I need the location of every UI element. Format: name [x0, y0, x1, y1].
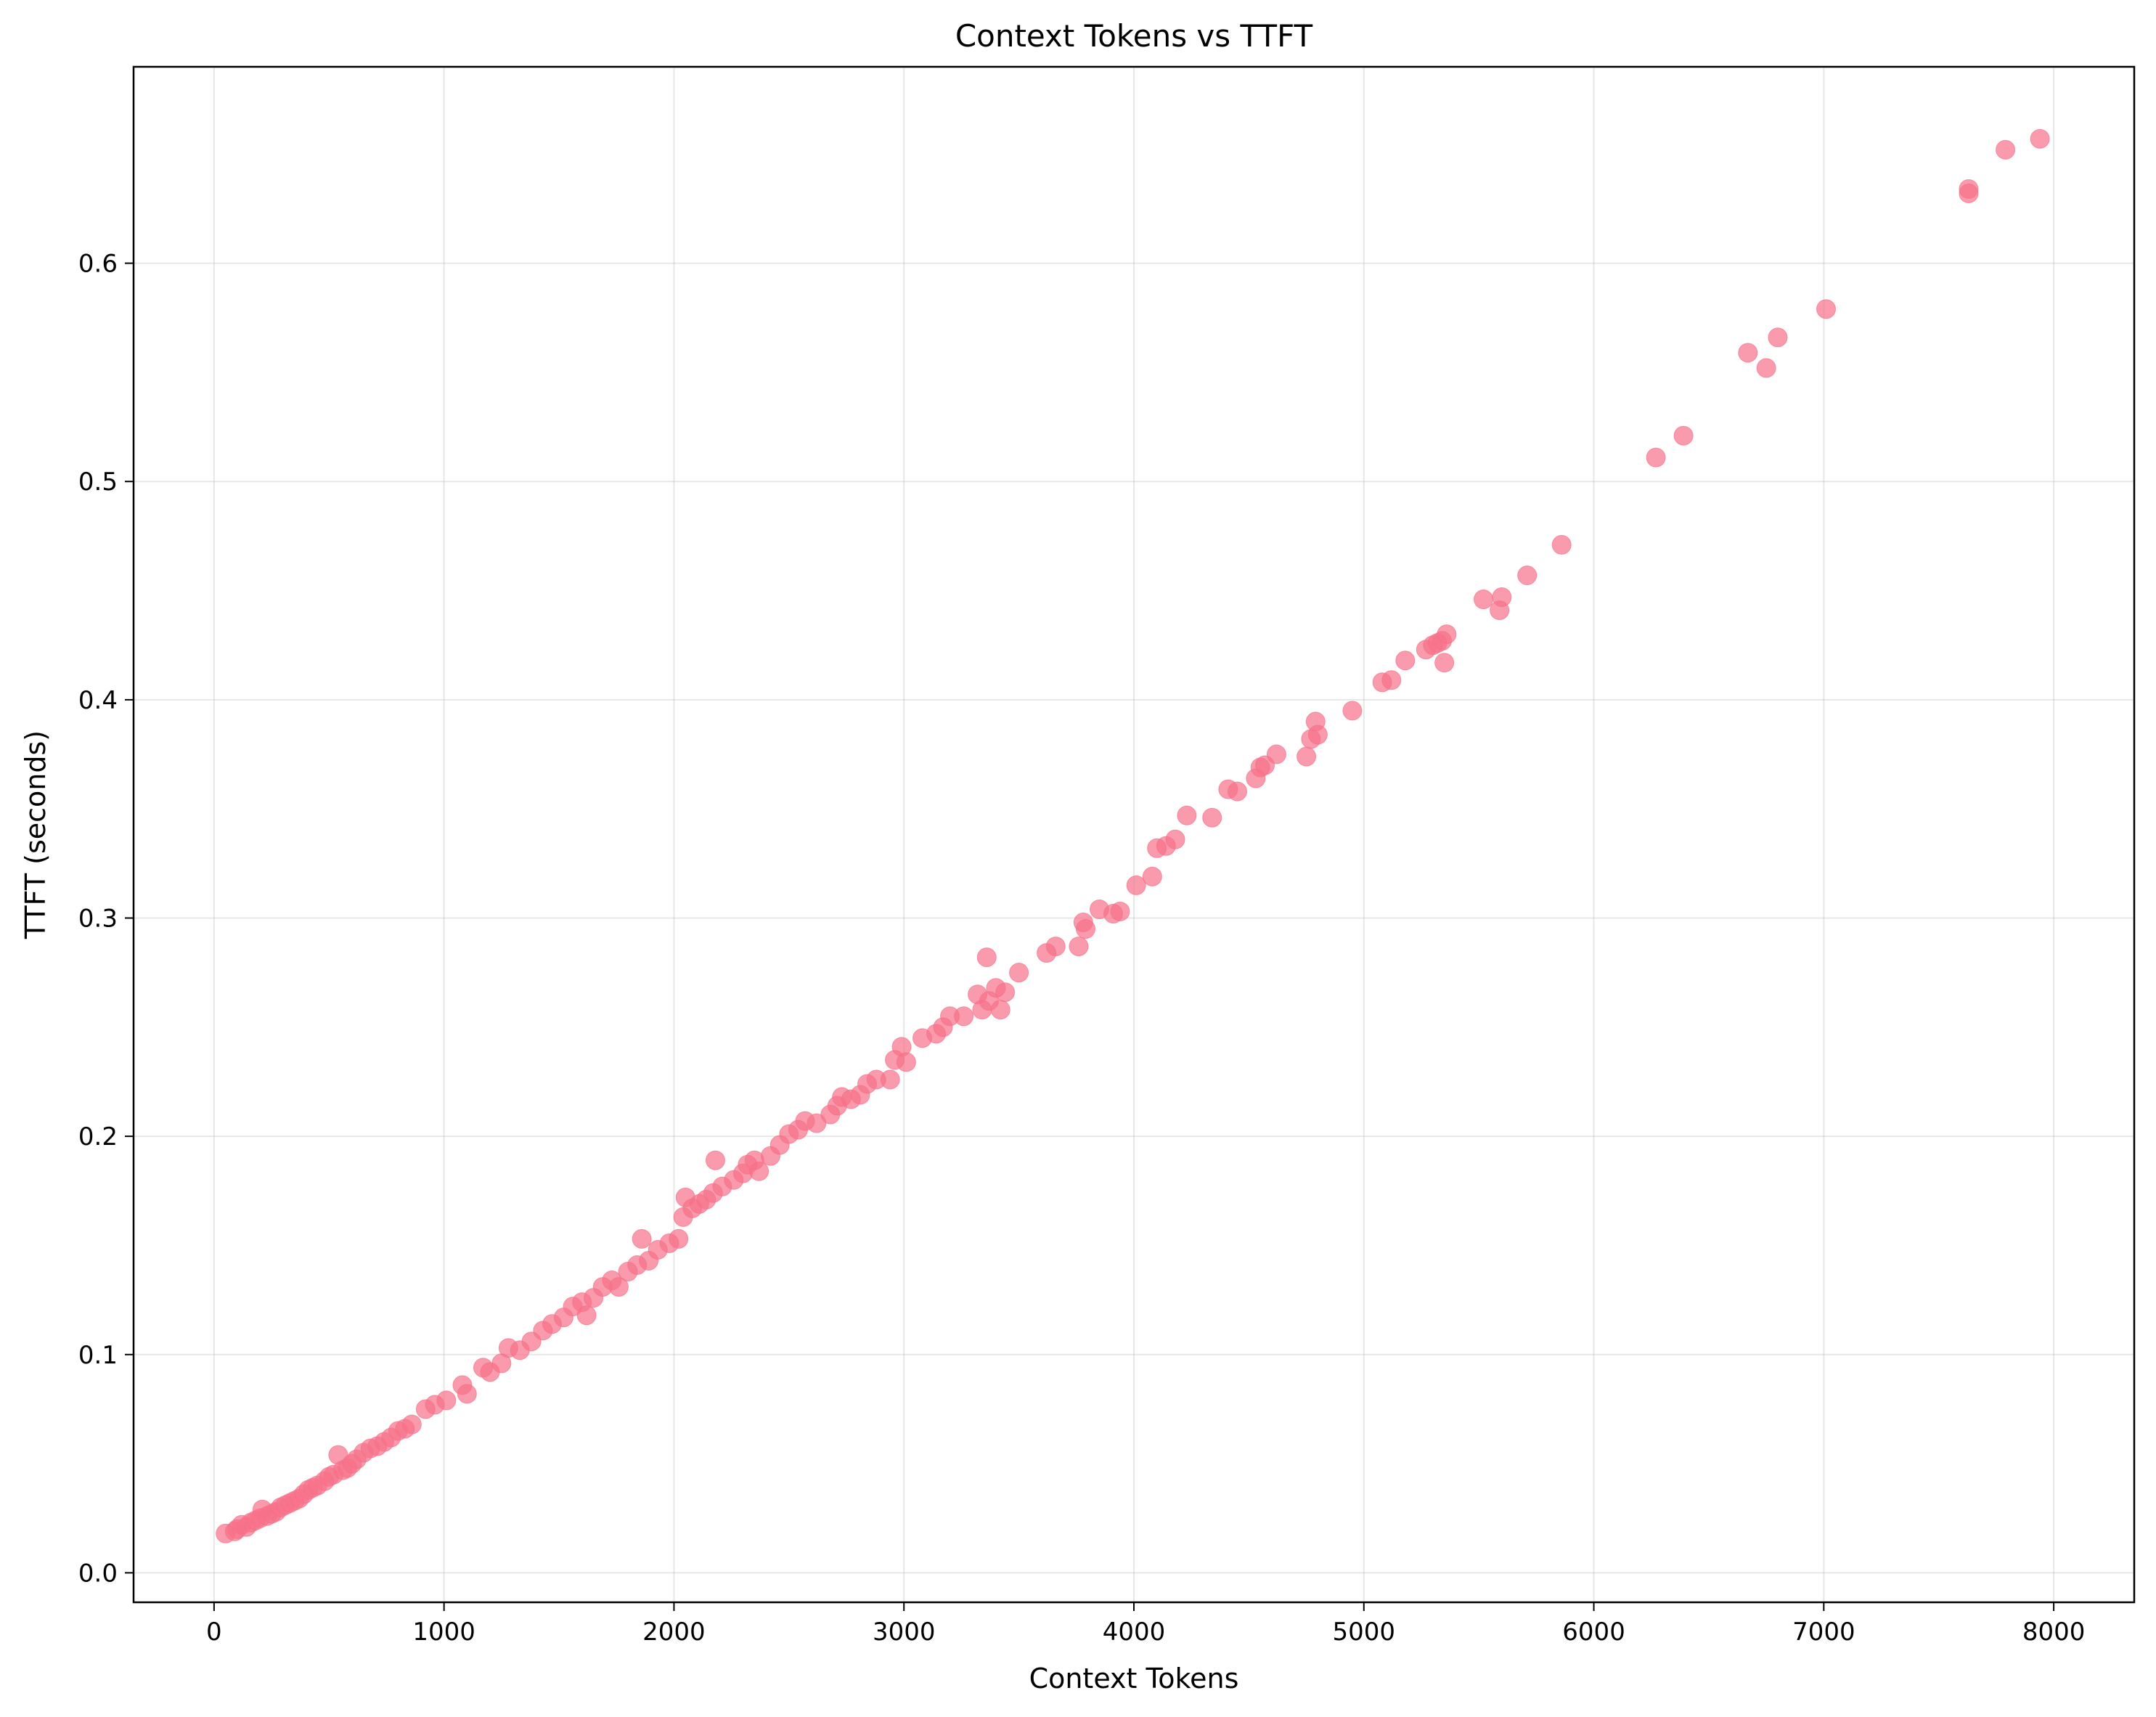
- x-tick-label: 3000: [873, 1618, 936, 1647]
- data-point: [880, 1069, 900, 1090]
- data-point: [1202, 807, 1222, 828]
- data-point: [954, 1006, 974, 1027]
- data-point: [1959, 179, 1979, 199]
- y-tick-label: 0.5: [78, 468, 118, 497]
- axis-ticks: 0 1000 2000 3000 4000 5000 6000 7000 8000 0.0 0.1 0…: [78, 250, 2085, 1647]
- x-tick-label: 0: [206, 1618, 222, 1647]
- data-point: [896, 1052, 916, 1072]
- data-point: [1045, 937, 1066, 957]
- x-tick-label: 1000: [412, 1618, 475, 1647]
- data-point: [1342, 701, 1363, 721]
- data-point: [1816, 299, 1837, 319]
- data-point: [401, 1414, 422, 1435]
- data-point: [1768, 327, 1788, 348]
- data-point: [1069, 937, 1089, 957]
- data-point: [608, 1277, 629, 1297]
- data-point: [1266, 744, 1286, 764]
- data-point: [1738, 343, 1758, 363]
- chart-title: Context Tokens vs TTFT: [955, 18, 1313, 54]
- x-tick-label: 4000: [1103, 1618, 1166, 1647]
- data-point: [576, 1305, 597, 1326]
- data-point: [1142, 866, 1162, 886]
- data-point: [1075, 919, 1095, 939]
- data-point: [1434, 653, 1455, 673]
- data-point: [1395, 650, 1416, 671]
- grid-lines: [134, 67, 2134, 1602]
- data-point: [1381, 670, 1402, 690]
- data-point: [1165, 829, 1185, 849]
- y-tick-label: 0.0: [78, 1559, 118, 1588]
- data-point: [705, 1150, 725, 1170]
- data-point: [1228, 781, 1248, 802]
- data-point: [1492, 587, 1512, 608]
- data-point: [1646, 447, 1666, 468]
- data-point: [1673, 425, 1694, 446]
- data-point: [976, 947, 997, 968]
- data-point: [1996, 139, 2016, 160]
- data-point: [1551, 534, 1572, 555]
- data-point: [1437, 624, 1457, 645]
- data-point: [995, 982, 1016, 1003]
- data-point: [669, 1228, 689, 1249]
- data-point: [1177, 805, 1197, 825]
- y-tick-label: 0.4: [78, 686, 118, 715]
- data-point: [436, 1390, 457, 1411]
- data-point: [457, 1384, 477, 1404]
- y-tick-label: 0.3: [78, 904, 118, 933]
- data-point: [2030, 129, 2050, 149]
- data-point: [1126, 875, 1146, 895]
- x-tick-label: 7000: [1792, 1618, 1855, 1647]
- x-tick-label: 5000: [1333, 1618, 1396, 1647]
- x-tick-label: 2000: [642, 1618, 706, 1647]
- y-tick-label: 0.6: [78, 250, 118, 279]
- data-point: [1110, 901, 1130, 921]
- data-point: [990, 1000, 1010, 1020]
- data-points: [216, 129, 2050, 1543]
- x-tick-label: 6000: [1562, 1618, 1625, 1647]
- data-point: [1297, 746, 1317, 767]
- data-point: [1474, 590, 1494, 610]
- y-tick-label: 0.1: [78, 1341, 118, 1370]
- y-tick-label: 0.2: [78, 1122, 118, 1151]
- data-point: [1517, 565, 1538, 585]
- data-point: [632, 1228, 652, 1249]
- data-point: [1756, 358, 1776, 378]
- x-tick-label: 8000: [2022, 1618, 2086, 1647]
- data-point: [749, 1161, 769, 1181]
- data-point: [1009, 963, 1029, 983]
- x-axis-label: Context Tokens: [1029, 1663, 1239, 1694]
- y-axis-label: TTFT (seconds): [20, 730, 52, 939]
- data-point: [1307, 725, 1328, 745]
